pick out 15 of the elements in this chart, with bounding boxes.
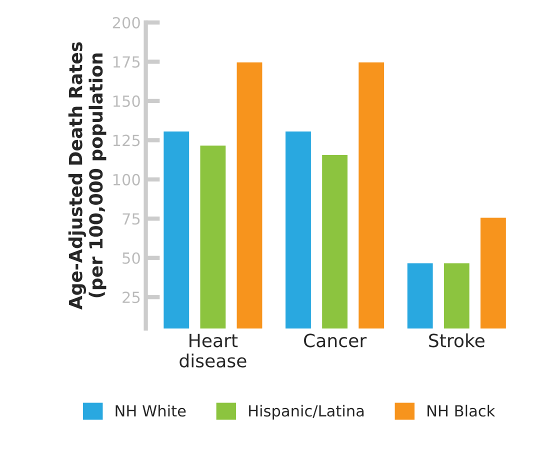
x-tick-label: Stroke <box>429 333 484 348</box>
y-tick-label: 100 <box>113 174 140 186</box>
y-axis-title: Age-Adjusted Death Rates (per 100,000 population <box>68 42 106 310</box>
y-tick-label: 150 <box>113 95 140 107</box>
y-tick-label: 200 <box>112 16 140 29</box>
legend-label: NH Black <box>428 404 496 417</box>
x-tick-label: Cancer <box>304 334 367 348</box>
y-tick-label: 25 <box>122 292 140 304</box>
legend-label: NH White <box>116 404 186 417</box>
y-tick-label: 75 <box>122 213 140 225</box>
y-tick-label: 50 <box>122 252 140 264</box>
legend-label: Hispanic/Latina <box>249 404 364 420</box>
x-tick-label: Heart disease <box>180 334 246 368</box>
y-tick-label: 125 <box>113 134 140 146</box>
y-tick-label: 175 <box>113 56 140 68</box>
